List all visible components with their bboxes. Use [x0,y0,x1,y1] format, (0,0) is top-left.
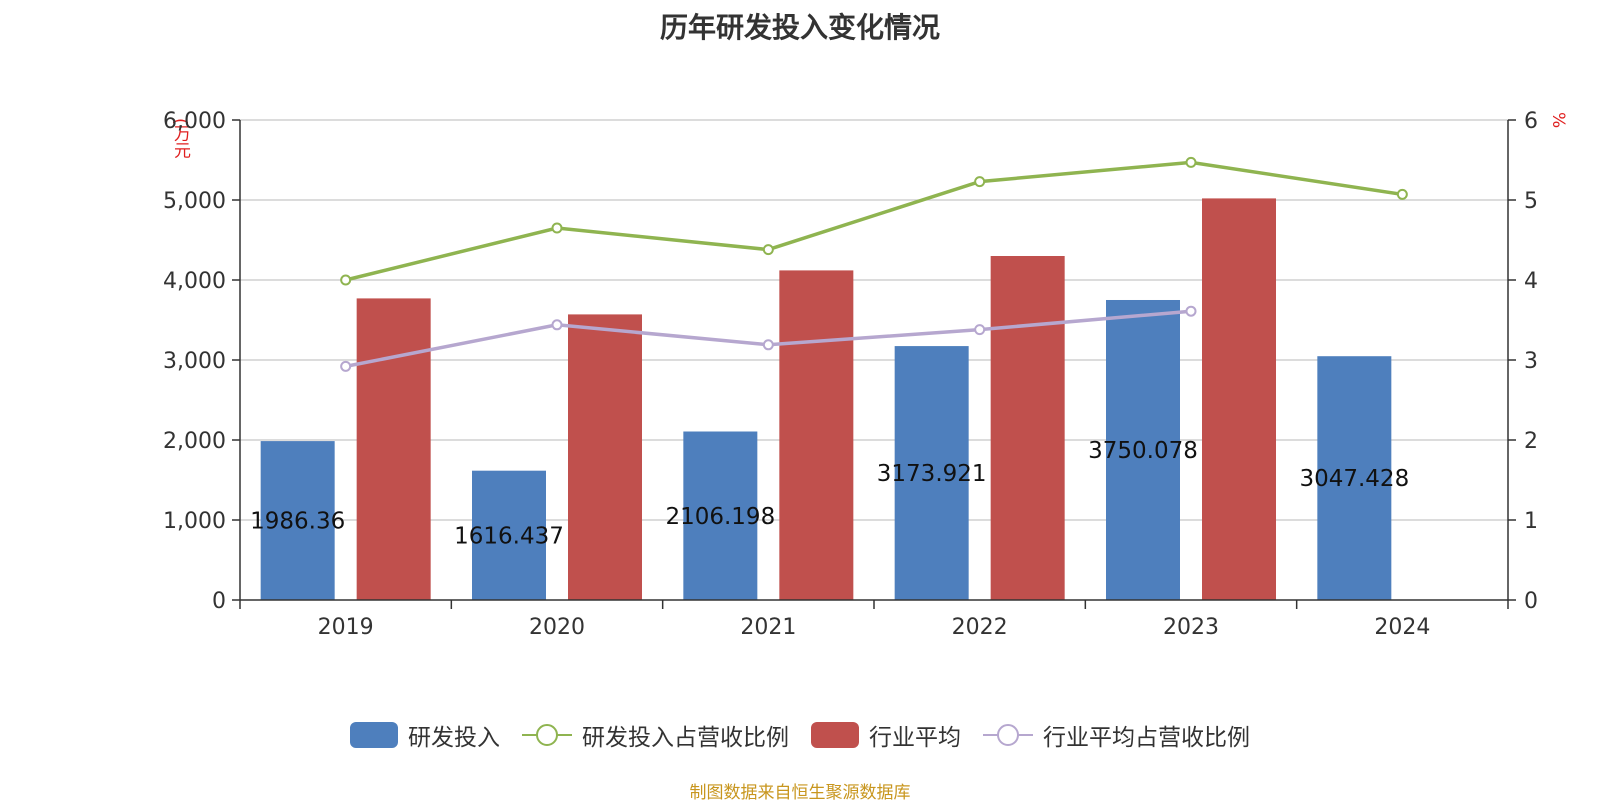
bar-rd [683,431,758,600]
chart-title: 历年研发投入变化情况 [659,11,940,44]
point-rd-ratio [1185,156,1197,168]
bar-industry [356,298,431,600]
y-tick-label: 4,000 [163,269,226,294]
left-axis-unit: (万元 [170,118,190,159]
bar-rd [472,470,546,600]
chart-canvas: 0 1,000 2,000 3,000 4,000 5,000 6,000 0 1 2 3 4 5 6 20… [163,109,1538,640]
x-tick-label: 2020 [529,615,585,640]
x-tick-label: 2022 [952,615,1008,640]
legend-item-industry-ratio[interactable]: 行业平均占营收比例 [983,718,1250,752]
bar-industry [990,256,1065,600]
x-tick-label: 2023 [1163,615,1219,640]
bar-data-label: 3173.921 [877,461,987,487]
y2-tick-label: 2 [1524,429,1538,454]
line-rd-ratio [345,160,1403,282]
x-tick-label: 2021 [740,615,796,640]
bar-rd [260,441,335,600]
legend-swatch-rd-ratio [522,724,572,746]
legend-swatch-rd [350,722,398,748]
bar-data-label: 3750.078 [1088,438,1198,464]
y-tick-label: 6,000 [163,109,226,134]
bar-rd [1106,299,1180,600]
point-rd-ratio [762,244,774,256]
bar-data-label: 1986.36 [250,509,345,535]
x-tick-label: 2019 [318,615,374,640]
legend-item-rd-ratio[interactable]: 研发投入占营收比例 [522,718,789,752]
bar-industry [779,270,854,600]
legend-item-rd[interactable]: 研发投入 [350,718,500,752]
y2-tick-label: 6 [1524,109,1538,134]
bar-industry [1202,198,1276,600]
bar-data-label: 1616.437 [454,523,564,549]
legend-label-rd: 研发投入 [408,725,500,751]
point-rd-ratio [551,222,563,234]
x-tick-label: 2024 [1374,615,1430,640]
point-industry-ratio [974,324,986,336]
legend-label-industry-ratio: 行业平均占营收比例 [1043,725,1250,751]
legend-label-rd-ratio: 研发投入占营收比例 [582,725,789,751]
bar-rd [1317,356,1392,600]
y2-tick-label: 3 [1524,349,1538,374]
bar-industry [568,314,642,600]
y-tick-label: 3,000 [163,349,226,374]
y-tick-label: 0 [212,589,226,614]
y2-tick-label: 0 [1524,589,1538,614]
y-tick-label: 1,000 [163,509,226,534]
y-tick-label: 2,000 [163,429,226,454]
legend-item-industry[interactable]: 行业平均 [811,718,961,752]
chart-legend: 研发投入 研发投入占营收比例 行业平均 行业平均占营收比例 [0,718,1600,752]
bar-data-label: 3047.428 [1299,466,1409,492]
point-industry-ratio [762,339,774,351]
bar-data-label: 2106.198 [665,504,775,530]
point-rd-ratio [340,274,352,286]
y2-tick-label: 1 [1524,509,1538,534]
point-industry-ratio [340,360,352,372]
bar-rd [894,346,969,600]
y-tick-label: 5,000 [163,189,226,214]
data-source-note: 制图数据来自恒生聚源数据库 [689,783,911,803]
legend-swatch-industry-ratio [983,724,1033,746]
point-industry-ratio [551,319,563,331]
legend-swatch-industry [811,722,859,748]
legend-label-industry: 行业平均 [869,725,961,751]
point-rd-ratio [974,176,986,188]
y2-tick-label: 4 [1524,269,1538,294]
y2-tick-label: 5 [1524,189,1538,214]
point-rd-ratio [1396,188,1408,200]
point-industry-ratio [1185,305,1197,317]
